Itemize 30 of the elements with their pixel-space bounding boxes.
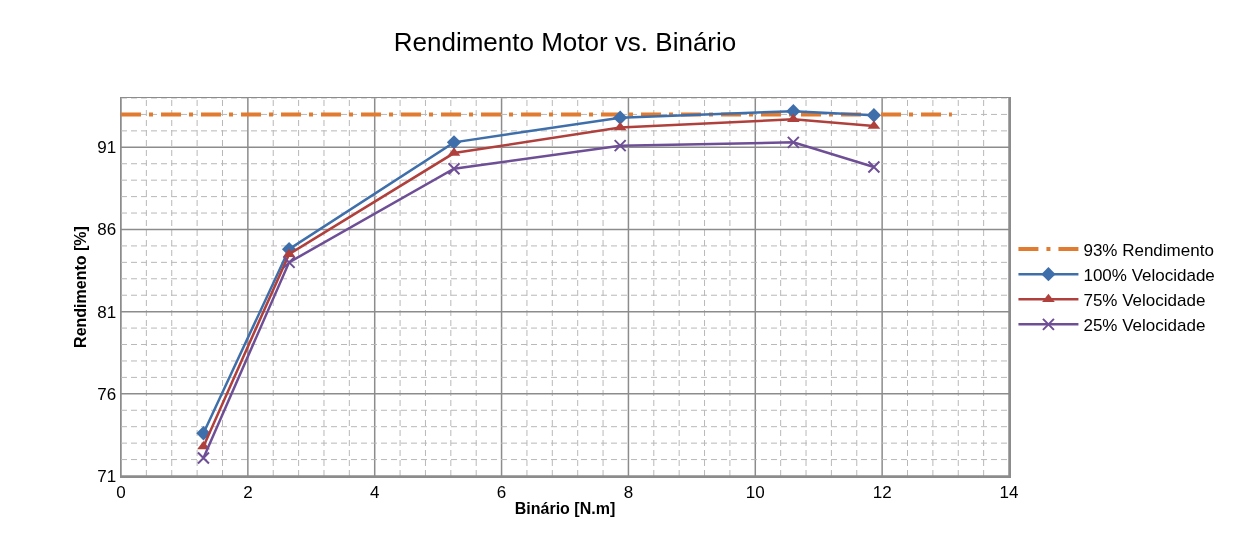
y-tick-label: 91: [97, 138, 117, 158]
x-tick-label: 6: [496, 482, 507, 502]
y-tick-label: 71: [97, 466, 117, 486]
x-tick-label: 4: [369, 482, 380, 502]
x-tick-label: 0: [116, 482, 126, 502]
legend-label: 100% Velocidade: [1083, 265, 1215, 285]
point: [447, 162, 461, 176]
point: [866, 108, 882, 123]
x-tick-label: 12: [872, 482, 892, 502]
y-tick-label: 81: [97, 302, 117, 322]
x-tick-label: 14: [999, 482, 1019, 502]
point: [613, 110, 628, 125]
x-tick-label: 8: [623, 482, 634, 502]
chart-title: Rendimento Motor vs. Binário: [393, 26, 737, 57]
point: [196, 451, 210, 465]
point: [613, 139, 627, 153]
point: [786, 135, 800, 149]
x-tick-label: 2: [243, 482, 253, 502]
legend-label: 25% Velocidade: [1083, 315, 1206, 335]
point: [786, 113, 800, 123]
legend-label: 75% Velocidade: [1083, 290, 1206, 310]
x-tick-label: 10: [745, 482, 765, 502]
y-tick-label: 86: [97, 220, 117, 240]
y-tick-label: 76: [97, 384, 117, 404]
point: [867, 160, 881, 174]
point: [446, 135, 462, 150]
legend-label: 93% Rendimento: [1083, 240, 1214, 260]
y-axis-title: Rendimento [%]: [72, 226, 90, 348]
point: [282, 255, 296, 269]
x-axis-title: Binário [N.m]: [514, 500, 616, 518]
